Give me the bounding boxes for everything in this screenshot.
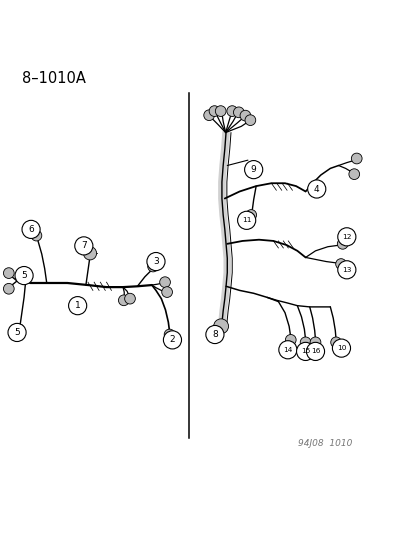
Circle shape — [308, 180, 326, 198]
Circle shape — [337, 238, 348, 249]
Circle shape — [310, 337, 321, 348]
Circle shape — [215, 106, 226, 116]
Circle shape — [297, 342, 315, 360]
Circle shape — [245, 115, 256, 125]
Circle shape — [279, 341, 297, 359]
Circle shape — [124, 293, 135, 304]
Text: 94J08  1010: 94J08 1010 — [298, 439, 353, 448]
Text: 10: 10 — [337, 345, 346, 351]
Text: 3: 3 — [153, 257, 159, 266]
Text: 16: 16 — [311, 349, 320, 354]
Text: 5: 5 — [14, 328, 20, 337]
Text: 4: 4 — [314, 184, 320, 193]
Text: 11: 11 — [242, 217, 251, 223]
Text: 1: 1 — [75, 301, 81, 310]
Circle shape — [164, 331, 181, 349]
Text: 14: 14 — [283, 347, 293, 353]
Text: 8: 8 — [212, 330, 218, 339]
Circle shape — [227, 106, 238, 116]
Circle shape — [244, 160, 263, 179]
Circle shape — [118, 295, 129, 305]
Circle shape — [286, 335, 296, 345]
Text: 2: 2 — [170, 335, 175, 344]
Circle shape — [68, 296, 87, 314]
Circle shape — [336, 259, 347, 269]
Text: 13: 13 — [342, 267, 352, 273]
Circle shape — [15, 266, 33, 285]
Circle shape — [8, 324, 26, 342]
Circle shape — [349, 169, 360, 180]
Circle shape — [162, 287, 173, 297]
Circle shape — [352, 153, 362, 164]
Circle shape — [238, 211, 256, 229]
Circle shape — [332, 339, 351, 357]
Circle shape — [3, 284, 14, 294]
Text: 8–1010A: 8–1010A — [22, 71, 86, 86]
Circle shape — [147, 253, 165, 271]
Circle shape — [331, 337, 342, 348]
Circle shape — [234, 107, 244, 118]
Text: 15: 15 — [301, 349, 310, 354]
Circle shape — [75, 237, 93, 255]
Text: 9: 9 — [251, 165, 256, 174]
Circle shape — [31, 230, 42, 241]
Circle shape — [338, 261, 356, 279]
Circle shape — [206, 326, 224, 344]
Circle shape — [209, 106, 220, 116]
Circle shape — [160, 277, 171, 287]
Text: 12: 12 — [342, 234, 352, 240]
Circle shape — [13, 324, 24, 335]
Circle shape — [306, 342, 325, 360]
Text: 5: 5 — [21, 271, 27, 280]
Text: 6: 6 — [28, 225, 34, 234]
Circle shape — [300, 337, 311, 348]
Circle shape — [338, 228, 356, 246]
Circle shape — [83, 247, 97, 260]
Circle shape — [246, 209, 256, 220]
Circle shape — [164, 329, 175, 340]
Circle shape — [204, 110, 215, 120]
Circle shape — [240, 110, 251, 121]
Text: 7: 7 — [81, 241, 87, 251]
Circle shape — [22, 220, 40, 238]
Circle shape — [214, 319, 229, 334]
Circle shape — [3, 268, 14, 278]
Circle shape — [148, 261, 159, 272]
